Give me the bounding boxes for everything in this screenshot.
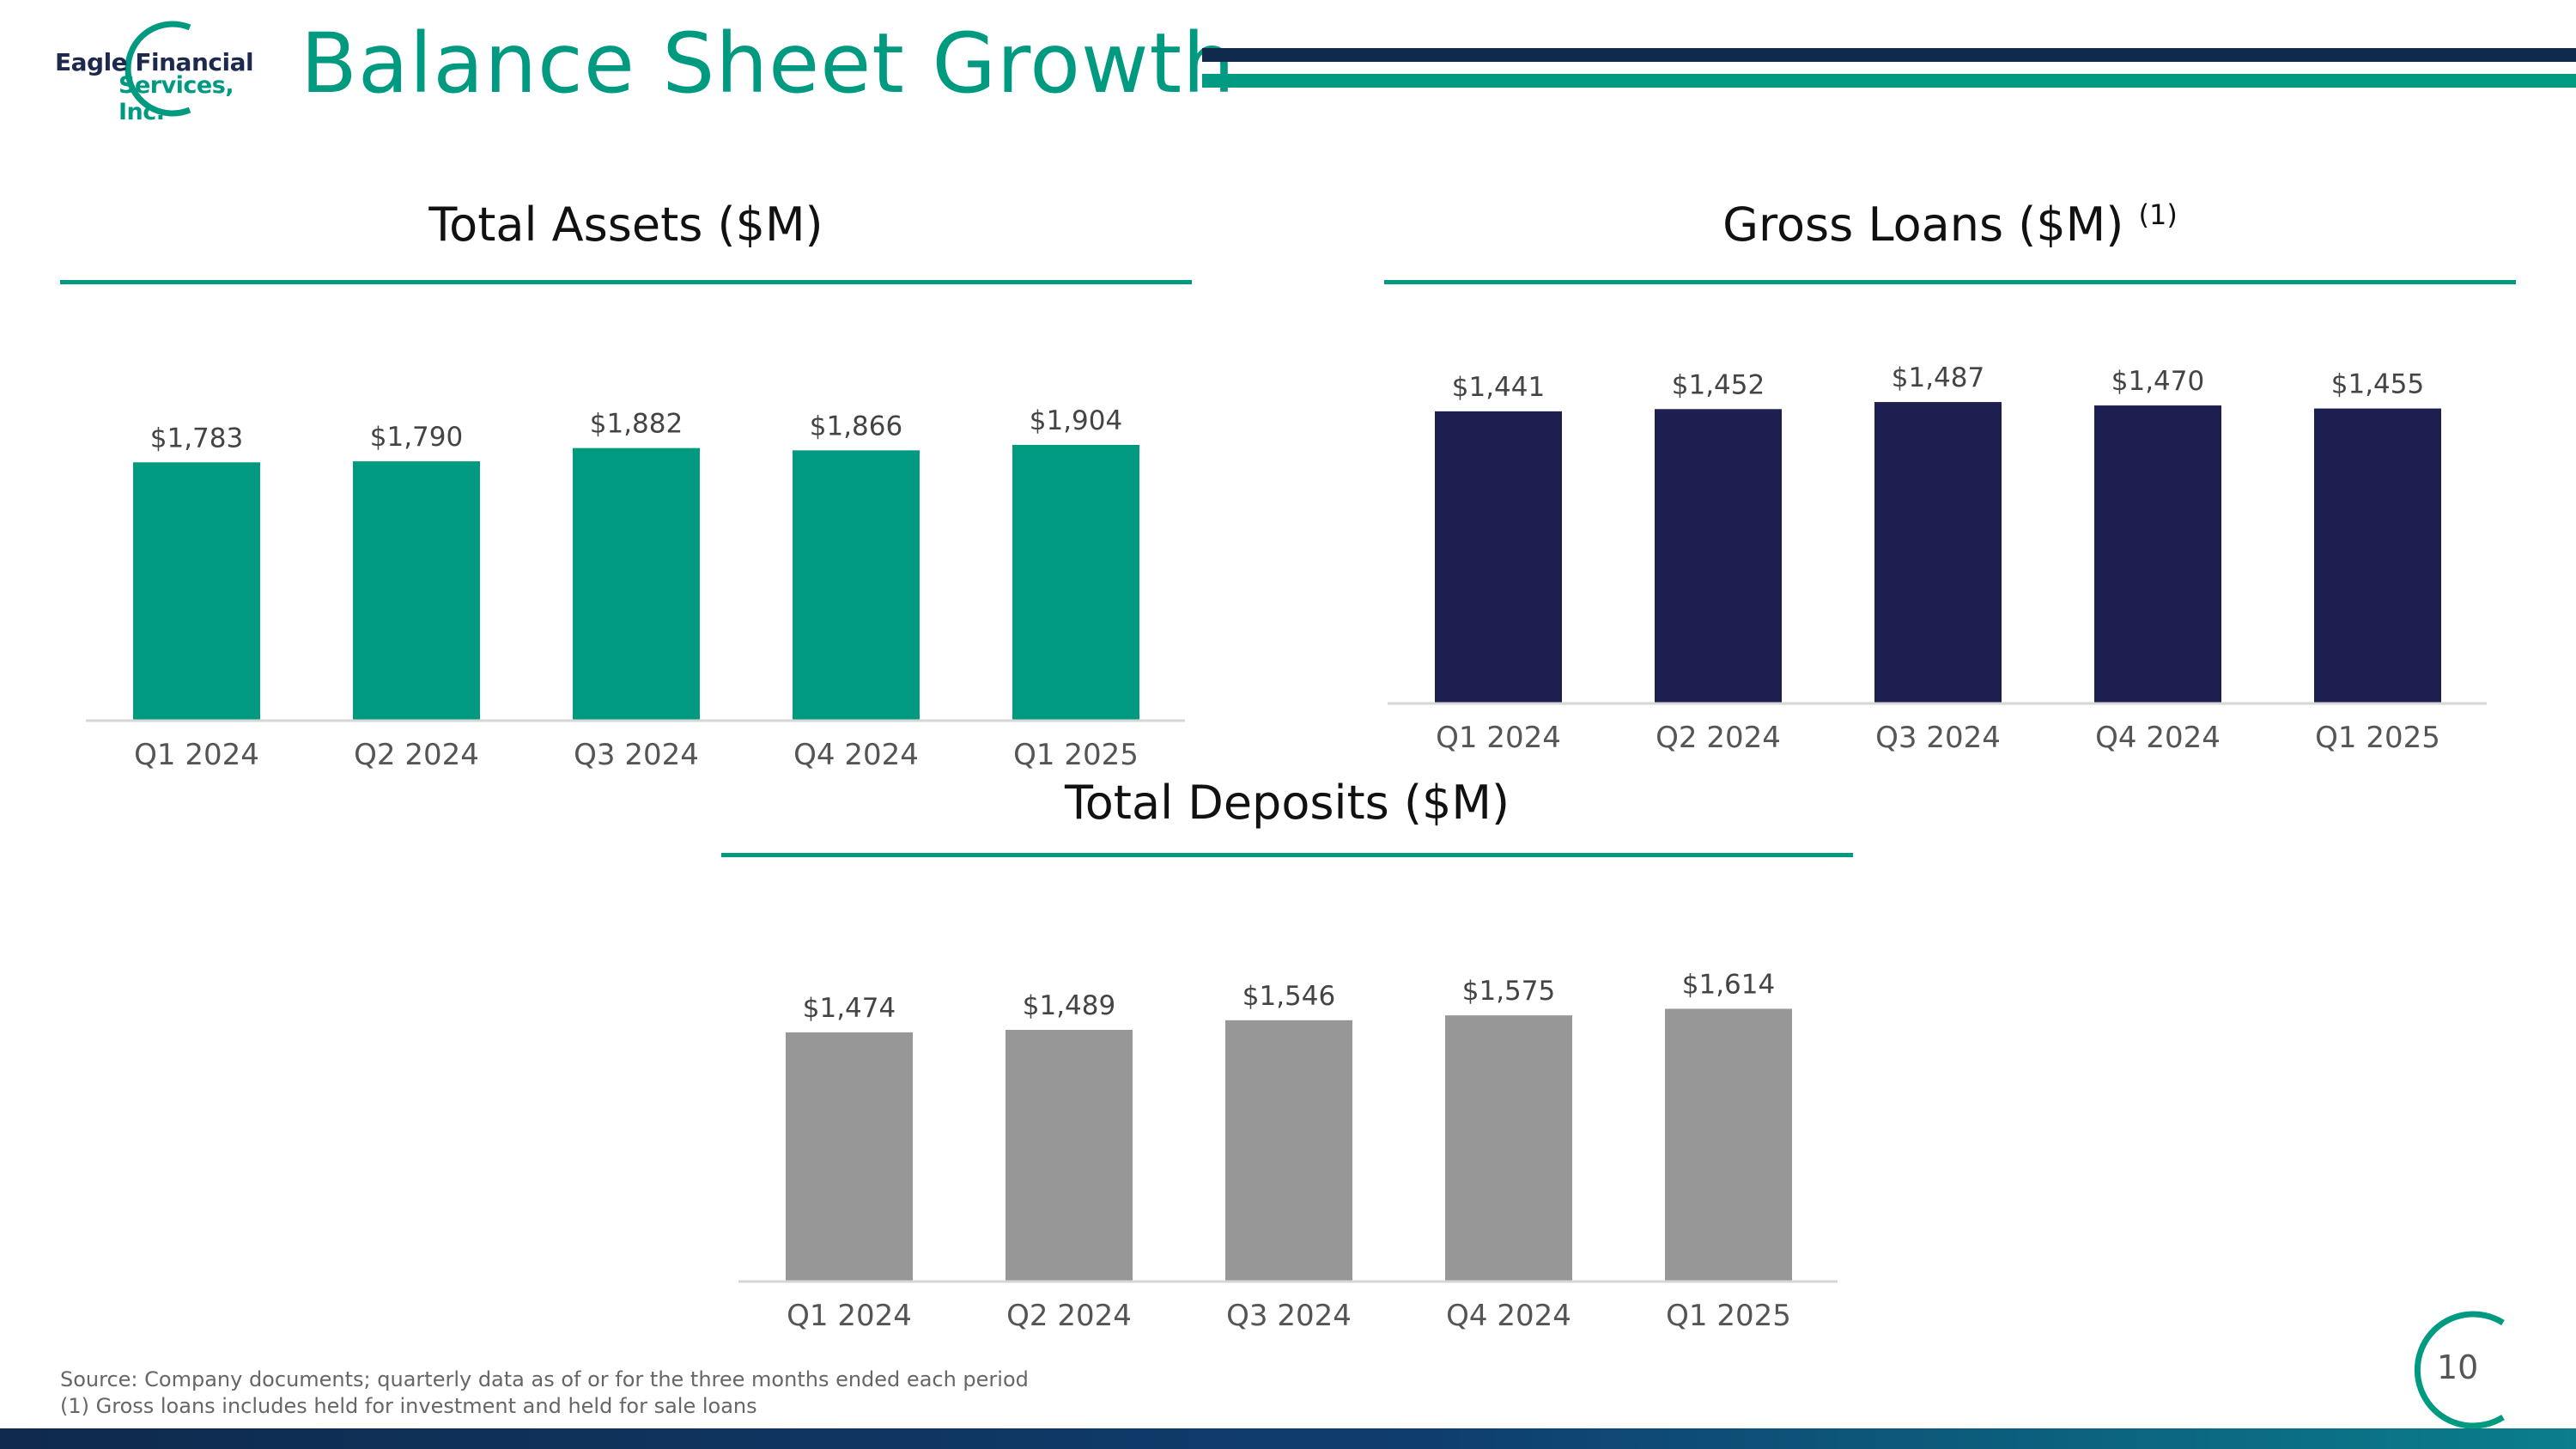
- bar: [353, 461, 480, 720]
- tick-label: Q2 2024: [354, 738, 479, 772]
- bar: [1665, 1008, 1792, 1281]
- chart-svg: $1,783 Q1 2024 $1,790 Q2 2024 $1,882 Q3 2024 $…: [86, 405, 1185, 772]
- tick-label: Q3 2024: [1875, 721, 2001, 755]
- panel-total-assets: Total Assets ($M) $1,783 Q1 2024 $1,790 Q2 …: [60, 198, 1192, 773]
- bar: [1655, 409, 1782, 703]
- bar: [786, 1032, 913, 1281]
- header-rule-teal: [1202, 74, 2576, 88]
- tick-label: Q1 2024: [134, 738, 259, 772]
- logo-text-line1: Eagle Financial: [55, 48, 254, 76]
- data-label: $1,783: [150, 423, 243, 454]
- bar-chart-gross-loans: $1,441 Q1 2024 $1,452 Q2 2024 $1,487 Q3 2024 $…: [1388, 326, 2487, 756]
- bar: [1225, 1020, 1352, 1281]
- bar: [133, 462, 260, 720]
- chart-svg: $1,441 Q1 2024 $1,452 Q2 2024 $1,487 Q3 2024 $…: [1388, 362, 2487, 755]
- header-rule-navy: [1202, 48, 2576, 62]
- data-label: $1,474: [803, 993, 896, 1024]
- chart-title: Gross Loans ($M) (1): [1722, 198, 2178, 252]
- bar: [1874, 402, 2002, 703]
- tick-label: Q1 2024: [1436, 721, 1561, 755]
- tick-label: Q4 2024: [1446, 1299, 1571, 1333]
- chart-title-rule: [1384, 280, 2516, 284]
- tick-label: Q1 2025: [1013, 738, 1139, 772]
- tick-label: Q2 2024: [1006, 1299, 1132, 1333]
- chart-title: Total Assets ($M): [428, 198, 823, 252]
- footnote-marker: (1): [2138, 198, 2178, 231]
- data-label: $1,452: [1672, 369, 1765, 400]
- bar: [793, 450, 920, 720]
- page-title: Balance Sheet Growth: [301, 15, 1236, 112]
- chart-svg: $1,474 Q1 2024 $1,489 Q2 2024 $1,546 Q3 2024 $…: [738, 969, 1838, 1333]
- panel-total-deposits: Total Deposits ($M) $1,474 Q1 2024 $1,489 Q…: [721, 776, 1853, 1334]
- bar: [1435, 411, 1562, 703]
- gross-loans-footnote: (1) Gross loans includes held for invest…: [60, 1394, 757, 1418]
- tick-label: Q4 2024: [793, 738, 919, 772]
- bar: [1005, 1029, 1133, 1281]
- logo-text-line2: Services, Inc.: [118, 72, 234, 125]
- company-logo: Eagle Financial Services, Inc.: [48, 17, 271, 125]
- chart-title-rule: [60, 280, 1192, 284]
- data-label: $1,546: [1242, 981, 1335, 1012]
- data-label: $1,487: [1892, 362, 1984, 393]
- data-label: $1,575: [1462, 976, 1555, 1007]
- chart-title: Total Deposits ($M): [1064, 776, 1510, 830]
- page-number: 10: [2437, 1349, 2479, 1386]
- tick-label: Q3 2024: [1226, 1299, 1352, 1333]
- footer-bar: [0, 1428, 2576, 1449]
- data-label: $1,904: [1030, 405, 1122, 436]
- data-label: $1,455: [2331, 369, 2424, 400]
- bar: [2314, 408, 2441, 703]
- tick-label: Q1 2025: [1666, 1299, 1791, 1333]
- tick-label: Q1 2024: [787, 1299, 912, 1333]
- tick-label: Q3 2024: [574, 738, 699, 772]
- panel-gross-loans: Gross Loans ($M) (1) $1,441 Q1 2024 $1,452…: [1384, 198, 2516, 773]
- data-label: $1,470: [2111, 366, 2204, 397]
- tick-label: Q4 2024: [2095, 721, 2221, 755]
- bar: [573, 447, 700, 720]
- bar: [1445, 1015, 1572, 1281]
- data-label: $1,489: [1023, 990, 1115, 1021]
- logo-arc-icon: [125, 21, 191, 117]
- bar-chart-total-assets: $1,783 Q1 2024 $1,790 Q2 2024 $1,882 Q3 2024 $…: [86, 344, 1185, 773]
- page-badge-arc-icon: [2414, 1311, 2505, 1429]
- chart-title-rule: [721, 853, 1853, 857]
- source-footnote: Source: Company documents; quarterly dat…: [60, 1367, 1029, 1391]
- data-label: $1,882: [590, 409, 683, 440]
- data-label: $1,866: [810, 411, 902, 441]
- data-label: $1,614: [1682, 969, 1775, 1000]
- data-label: $1,441: [1452, 372, 1545, 403]
- bar: [2094, 405, 2221, 703]
- data-label: $1,790: [370, 422, 463, 453]
- bar: [1012, 444, 1139, 720]
- tick-label: Q2 2024: [1656, 721, 1781, 755]
- tick-label: Q1 2025: [2315, 721, 2440, 755]
- bar-chart-total-deposits: $1,474 Q1 2024 $1,489 Q2 2024 $1,546 Q3 2024 $…: [738, 904, 1838, 1334]
